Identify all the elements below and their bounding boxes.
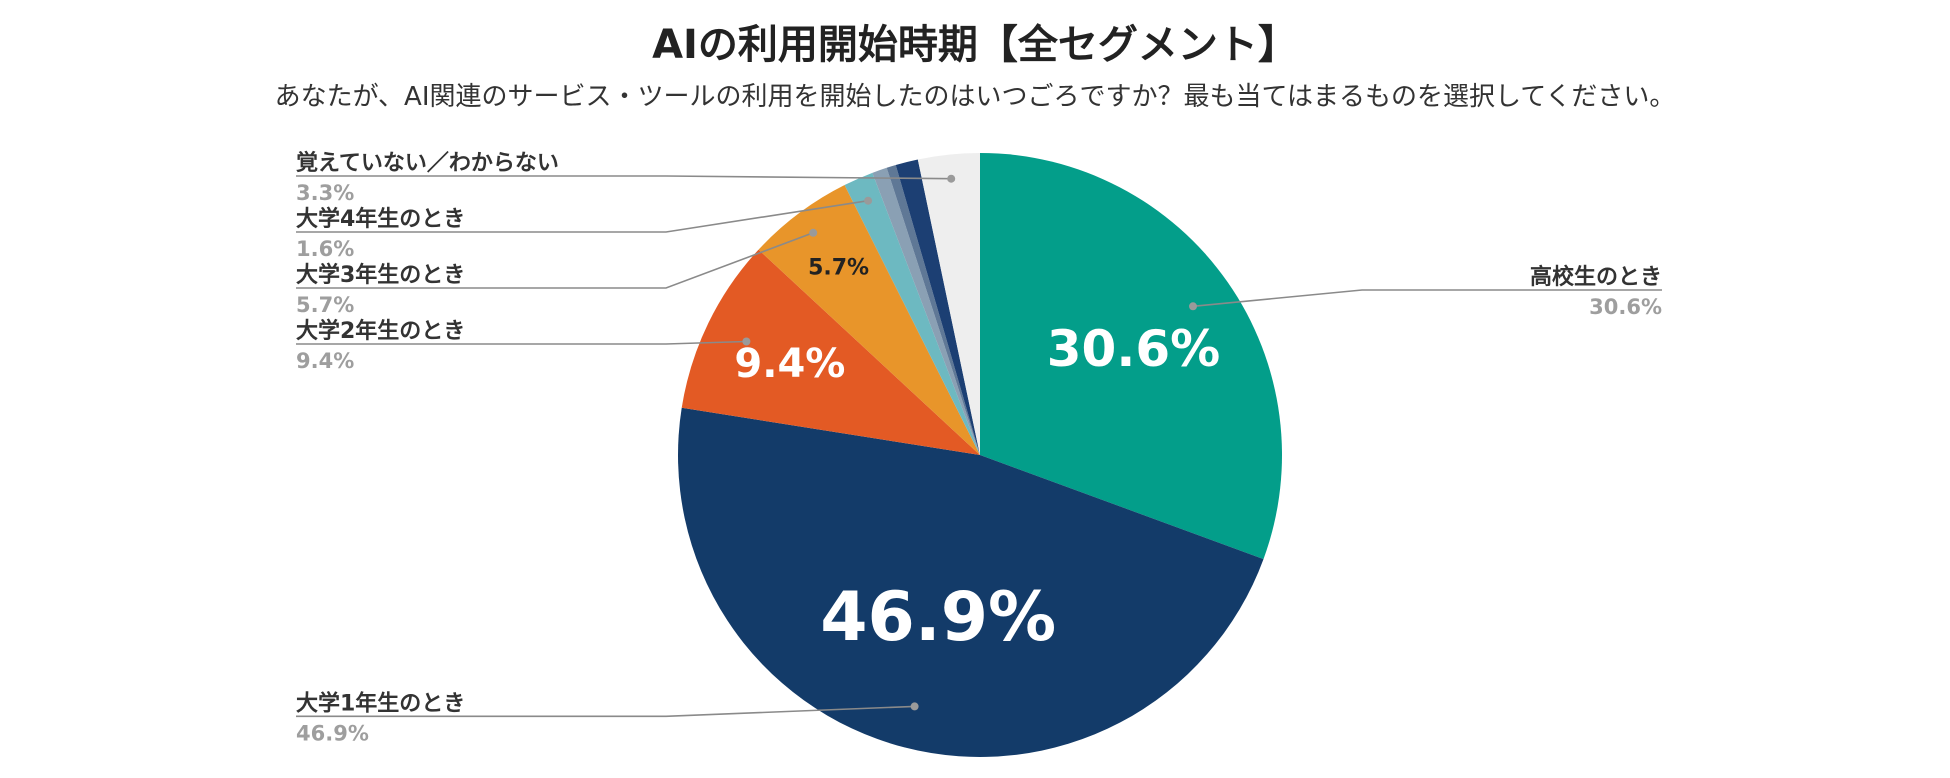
callout-4: 大学4年生のとき 1.6% xyxy=(296,196,873,261)
pie-slice xyxy=(678,407,1264,757)
callout-label: 覚えていない／わからない xyxy=(296,150,559,176)
pie-slice xyxy=(886,164,980,456)
pie-callouts: 覚えていない／わからない 3.3%大学4年生のとき 1.6%大学3年生のとき 5.7%… xyxy=(296,150,1662,745)
callout-2: 大学2年生のとき 9.4% xyxy=(296,318,751,373)
leader-line xyxy=(296,199,869,233)
pie-slice xyxy=(872,167,980,455)
slice-data-label: 5.7% xyxy=(808,256,869,281)
callout-value: 9.4% xyxy=(296,349,354,373)
leader-dot xyxy=(910,702,919,711)
leader-line xyxy=(296,340,747,345)
pie-slice xyxy=(980,153,1283,560)
callout-value: 3.3% xyxy=(296,181,354,205)
callout-value: 30.6% xyxy=(1589,295,1662,319)
leader-dot xyxy=(947,174,956,183)
slice-data-label: 9.4% xyxy=(734,341,845,387)
slice-data-label: 46.9% xyxy=(820,578,1056,657)
slice-data-label: 30.6% xyxy=(1047,320,1220,378)
chart-subtitle: あなたが、AI関連のサービス・ツールの利用を開始したのはいつごろですか？最も当て… xyxy=(274,82,1676,112)
pie-slice xyxy=(681,249,980,455)
pie-inner-labels: 30.6% 46.9% 9.4% 5.7% xyxy=(734,256,1220,658)
pie-slice xyxy=(895,159,980,455)
chart-title: AIの利用開始時期【全セグメント】 xyxy=(652,22,1298,68)
callout-value: 46.9% xyxy=(296,721,369,745)
leader-dot xyxy=(1189,302,1197,311)
pie-slices xyxy=(678,153,1283,757)
leader-line xyxy=(1192,289,1662,308)
callout-3: 大学3年生のとき 5.7% xyxy=(296,228,818,317)
leader-dot xyxy=(864,196,873,205)
callout-1: 大学1年生のとき 46.9% xyxy=(296,690,919,745)
leader-dot xyxy=(742,337,751,346)
callout-value: 1.6% xyxy=(296,237,354,261)
callout-label: 大学2年生のとき xyxy=(296,318,465,344)
pie-slice xyxy=(758,185,980,455)
callout-value: 5.7% xyxy=(296,293,354,317)
callout-label: 大学4年生のとき xyxy=(296,206,465,232)
pie-slice xyxy=(917,153,980,455)
callout-label: 大学3年生のとき xyxy=(296,262,465,288)
callout-0: 高校生のとき 30.6% xyxy=(1189,264,1662,319)
leader-line xyxy=(296,705,915,718)
callout-label: 高校生のとき xyxy=(1530,264,1662,290)
leader-dot xyxy=(809,228,818,237)
leader-line xyxy=(296,232,814,289)
callout-8: 覚えていない／わからない 3.3% xyxy=(296,150,956,205)
callout-label: 大学1年生のとき xyxy=(296,690,465,716)
pie-slice xyxy=(844,172,980,455)
leader-line xyxy=(296,175,952,180)
